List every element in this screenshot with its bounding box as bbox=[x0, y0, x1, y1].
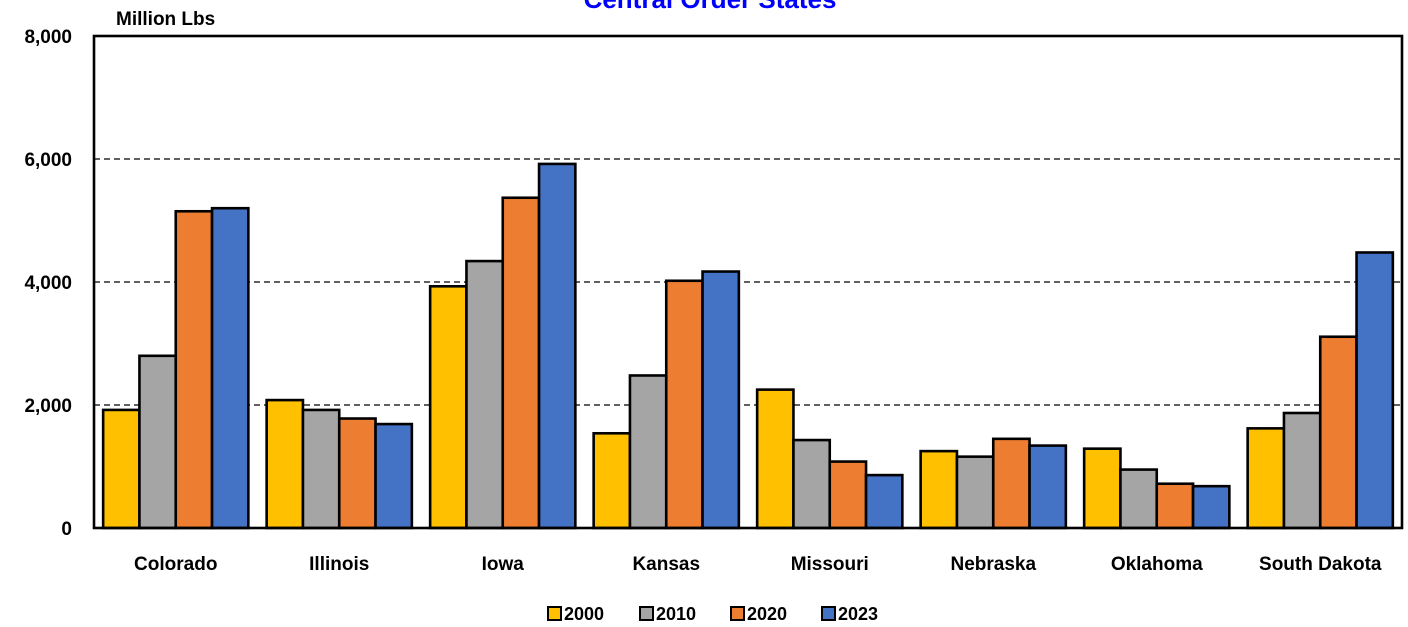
bar-south-dakota-2010 bbox=[1282, 411, 1322, 530]
legend-swatch-2010 bbox=[639, 606, 654, 621]
bar-missouri-2010 bbox=[792, 438, 832, 530]
chart-title: Central Order States bbox=[584, 0, 837, 14]
bar-oklahoma-2023 bbox=[1191, 484, 1231, 530]
bar-nebraska-2000 bbox=[919, 449, 959, 530]
x-category-label: Kansas bbox=[632, 554, 700, 575]
bar-nebraska-2010 bbox=[955, 455, 995, 530]
bar-kansas-2000 bbox=[592, 431, 632, 530]
y-tick-label: 4,000 bbox=[24, 273, 72, 294]
legend-swatch-2020 bbox=[730, 606, 745, 621]
bar-colorado-2000 bbox=[101, 408, 141, 530]
x-category-labels: Colorado Illinois Iowa Kansas Missouri Nebras… bbox=[134, 554, 1382, 575]
bar-illinois-2023 bbox=[374, 422, 414, 530]
y-tick-label: 0 bbox=[61, 519, 72, 540]
bar-colorado-2023 bbox=[210, 206, 250, 530]
bar-missouri-2023 bbox=[864, 473, 904, 530]
y-axis-unit-label: Million Lbs bbox=[116, 9, 215, 30]
bar-kansas-2010 bbox=[628, 374, 668, 530]
bar-nebraska-2023 bbox=[1028, 444, 1068, 530]
bar-iowa-2010 bbox=[465, 259, 505, 530]
bar-kansas-2023 bbox=[701, 270, 741, 530]
bar-illinois-2010 bbox=[301, 408, 341, 530]
bar-oklahoma-2000 bbox=[1082, 447, 1122, 530]
bar-missouri-2000 bbox=[755, 388, 795, 530]
x-category-label: South Dakota bbox=[1259, 554, 1382, 575]
y-tick-label: 6,000 bbox=[24, 150, 72, 171]
legend-swatch-2000 bbox=[547, 606, 562, 621]
bar-oklahoma-2020 bbox=[1155, 482, 1195, 530]
x-category-label: Iowa bbox=[482, 554, 525, 575]
bar-colorado-2010 bbox=[138, 354, 178, 530]
bar-kansas-2020 bbox=[664, 279, 704, 530]
bar-south-dakota-2020 bbox=[1318, 335, 1358, 530]
y-tick-label: 8,000 bbox=[24, 27, 72, 48]
legend-label-2020: 2020 bbox=[747, 604, 787, 624]
bar-missouri-2020 bbox=[828, 460, 868, 530]
bar-iowa-2000 bbox=[428, 285, 468, 530]
y-tick-label: 2,000 bbox=[24, 396, 72, 417]
legend-label-2000: 2000 bbox=[564, 604, 604, 624]
legend-swatch-2023 bbox=[821, 606, 836, 621]
bar-illinois-2020 bbox=[337, 417, 377, 530]
bar-illinois-2000 bbox=[265, 398, 305, 530]
bar-iowa-2020 bbox=[501, 196, 541, 530]
bar-colorado-2020 bbox=[174, 209, 214, 530]
x-category-label: Oklahoma bbox=[1111, 554, 1203, 575]
x-category-label: Colorado bbox=[134, 554, 217, 575]
bars bbox=[101, 162, 1395, 530]
x-category-label: Nebraska bbox=[950, 554, 1036, 575]
bar-south-dakota-2000 bbox=[1246, 427, 1286, 530]
bar-iowa-2023 bbox=[537, 162, 577, 530]
bar-nebraska-2020 bbox=[991, 437, 1031, 530]
x-category-label: Missouri bbox=[791, 554, 869, 575]
bar-oklahoma-2010 bbox=[1119, 468, 1159, 530]
y-tick-labels: 0 2,000 4,000 6,000 8,000 bbox=[24, 27, 72, 540]
legend: 2000 2010 2020 2023 bbox=[547, 604, 878, 624]
legend-label-2010: 2010 bbox=[656, 604, 696, 624]
legend-label-2023: 2023 bbox=[838, 604, 878, 624]
axes bbox=[92, 34, 1404, 530]
gridlines bbox=[94, 158, 1402, 406]
x-category-label: Illinois bbox=[309, 554, 369, 575]
plot-frame bbox=[92, 34, 1404, 530]
bar-south-dakota-2023 bbox=[1355, 251, 1395, 530]
